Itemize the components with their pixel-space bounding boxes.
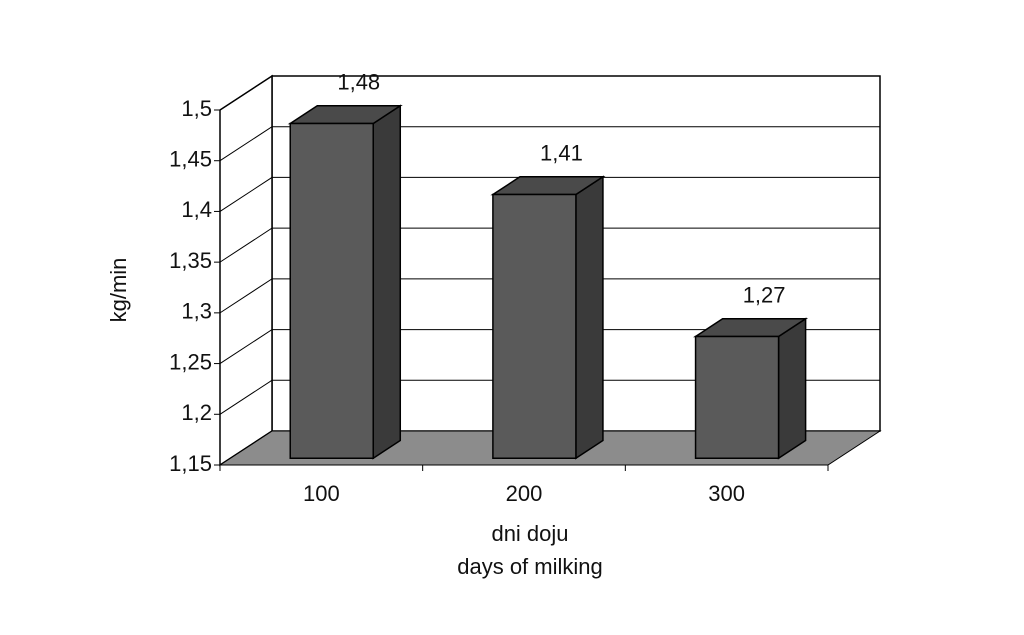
bar <box>694 335 780 459</box>
y-tick-label: 1,25 <box>169 349 212 374</box>
x-tick-label: 100 <box>303 481 340 506</box>
bar-side <box>777 317 807 460</box>
bar-side <box>372 104 402 460</box>
value-label: 1,48 <box>337 70 380 95</box>
y-tick-label: 1,5 <box>181 96 212 121</box>
side-wall <box>219 74 273 467</box>
y-tick-label: 1,4 <box>181 197 212 222</box>
grid-line <box>219 430 880 466</box>
y-axis-label: kg/min <box>106 258 131 323</box>
y-tick-label: 1,35 <box>169 248 212 273</box>
x-axis-label: dni doju <box>491 521 568 546</box>
y-tick-label: 1,15 <box>169 451 212 476</box>
y-tick-label: 1,45 <box>169 147 212 172</box>
x-tick-label: 200 <box>506 481 543 506</box>
y-tick-label: 1,3 <box>181 299 212 324</box>
x-axis-label: days of milking <box>457 554 603 579</box>
bar <box>492 193 577 459</box>
value-label: 1,41 <box>540 141 583 166</box>
grid-line <box>219 176 880 212</box>
grid-line <box>219 126 880 162</box>
bar-side <box>575 175 604 460</box>
bar <box>289 122 374 459</box>
y-tick-label: 1,2 <box>181 400 212 425</box>
grid-line <box>219 227 880 263</box>
value-label: 1,27 <box>743 283 786 308</box>
x-tick-label: 300 <box>708 481 745 506</box>
grid-line <box>219 278 880 314</box>
grid-line <box>219 379 880 415</box>
grid-line <box>219 329 880 364</box>
grid-line <box>219 75 880 111</box>
